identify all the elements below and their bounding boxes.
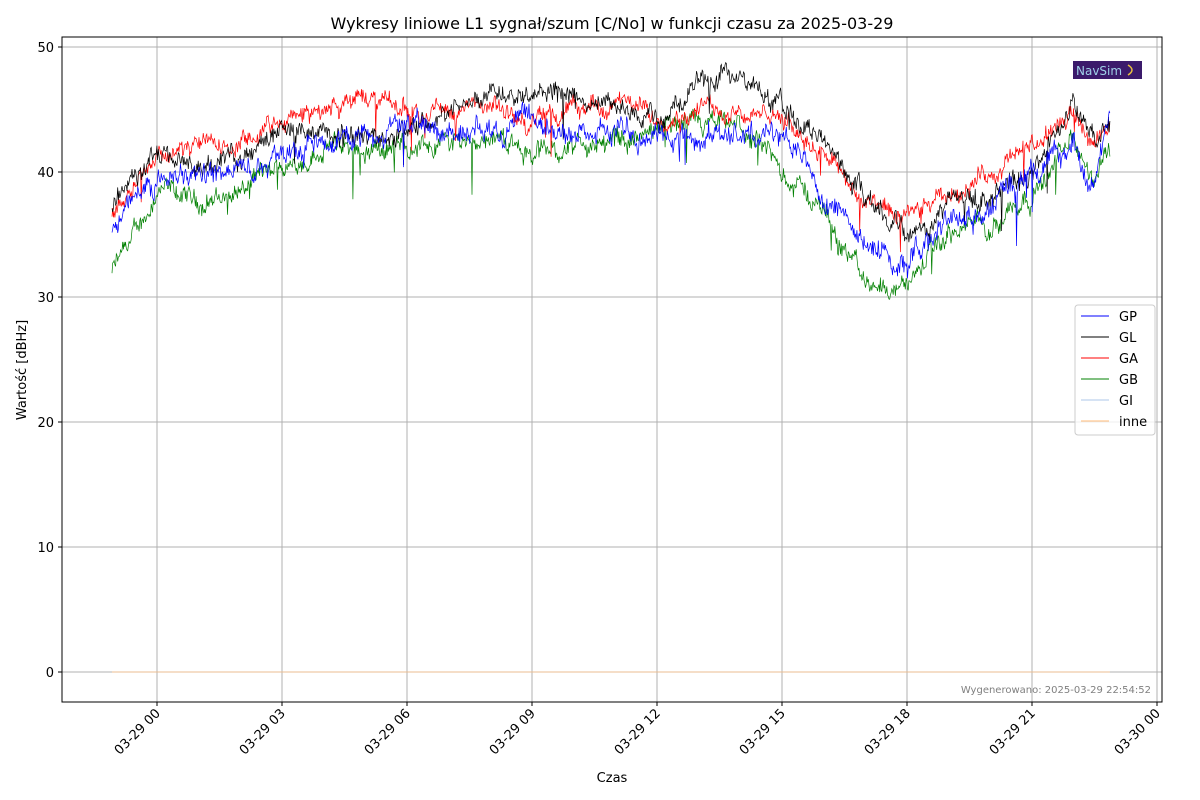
legend-label-GI: GI	[1119, 394, 1133, 409]
plot-frame	[61, 36, 1163, 703]
x-axis-ticks: 03-29 00 03-29 03 03-29 06 03-29 09 03-29 12…	[112, 702, 1164, 758]
legend-label-GB: GB	[1119, 373, 1138, 388]
legend-label-GL: GL	[1119, 331, 1137, 346]
x-tick-label: 03-29 21	[987, 706, 1039, 758]
chart-title: Wykresy liniowe L1 sygnał/szum [C/No] w …	[331, 14, 894, 33]
series-lines	[111, 61, 1111, 673]
y-tick-label: 0	[46, 666, 54, 681]
legend-label-GA: GA	[1119, 352, 1138, 367]
series-line-GA	[111, 89, 1111, 253]
x-tick-label: 03-29 09	[487, 706, 539, 758]
y-tick-label: 40	[37, 166, 54, 181]
x-tick-label: 03-29 06	[362, 706, 414, 758]
y-tick-label: 10	[37, 541, 54, 556]
x-tick-label: 03-29 00	[112, 706, 164, 758]
x-axis-label: Czas	[597, 771, 628, 786]
generated-timestamp: Wygenerowano: 2025-03-29 22:54:52	[961, 685, 1151, 696]
x-tick-label: 03-30 00	[1112, 706, 1164, 758]
y-tick-label: 20	[37, 416, 54, 431]
x-tick-label: 03-29 12	[612, 706, 664, 758]
x-tick-label: 03-29 03	[237, 706, 289, 758]
y-axis-ticks: 0 10 20 30 40 50	[37, 41, 62, 681]
series-line-GB	[111, 108, 1111, 300]
series-line-GP	[111, 101, 1111, 279]
y-tick-label: 30	[37, 291, 54, 306]
x-tick-label: 03-29 18	[862, 706, 914, 758]
legend-label-inne: inne	[1119, 415, 1147, 430]
legend-label-GP: GP	[1119, 310, 1137, 325]
x-tick-label: 03-29 15	[737, 706, 789, 758]
y-tick-label: 50	[37, 41, 54, 56]
legend: GP GL GA GB GI inne	[1074, 304, 1156, 436]
series-line-GL	[111, 61, 1111, 243]
y-axis-label: Wartość [dBHz]	[15, 320, 30, 420]
navsim-logo: NavSim	[1073, 61, 1142, 79]
logo-text: NavSim	[1076, 64, 1122, 78]
